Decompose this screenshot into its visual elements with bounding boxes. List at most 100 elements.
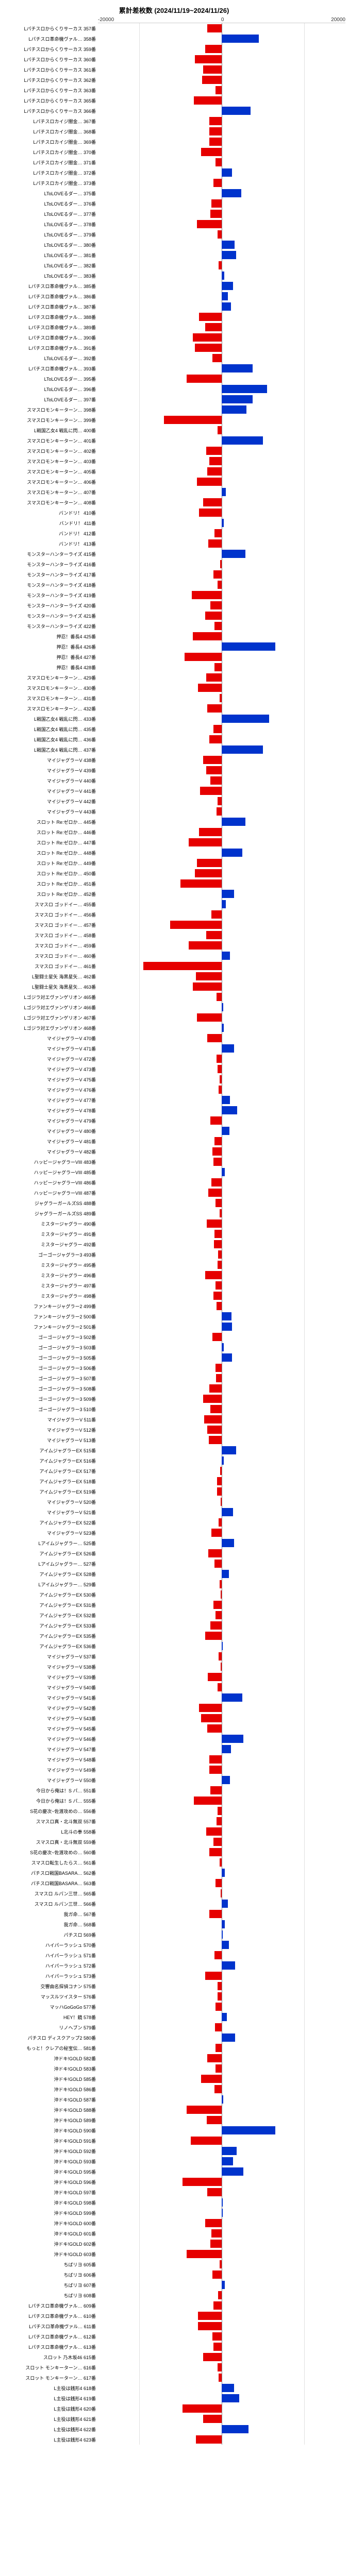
- row-label: マイジャグラーV 537番: [4, 1653, 98, 1660]
- chart-row: マイジャグラーV 542番: [98, 1703, 345, 1713]
- bar: [217, 807, 222, 816]
- bar: [222, 745, 263, 754]
- bar: [221, 1663, 222, 1671]
- chart-row: スマスロモンキーターン… 399番: [98, 415, 345, 425]
- chart-row: L戦国乙女4 戦乱に閃… 433番: [98, 714, 345, 724]
- row-label: マッスルツイスター 576番: [4, 1993, 98, 2000]
- bar: [210, 601, 222, 609]
- chart-row: マイジャグラーV 479番: [98, 1115, 345, 1126]
- row-label: マイジャグラーV 538番: [4, 1664, 98, 1670]
- bar: [222, 2394, 239, 2402]
- row-label: S花の慶次~佐渡攻めの… 560番: [4, 1849, 98, 1856]
- bar: [222, 1930, 223, 1939]
- chart-row: スマスロ転生したらス… 561番: [98, 1857, 345, 1868]
- chart-row: パチスロ 569番: [98, 1929, 345, 1940]
- bar: [222, 550, 245, 558]
- bar: [222, 364, 253, 372]
- chart-row: スマスロ真・北斗無双 559番: [98, 1837, 345, 1847]
- bar: [222, 272, 224, 280]
- chart-row: マッハGoGoGo 577番: [98, 2002, 345, 2012]
- chart-row: スマスロモンキーターン… 432番: [98, 703, 345, 714]
- xtick-label: 0: [221, 17, 224, 23]
- row-label: L主役は銭形4 623番: [4, 2436, 98, 2443]
- chart-row: マイジャグラーV 441番: [98, 786, 345, 796]
- bar: [216, 1374, 222, 1382]
- chart-row: Lゴジラ対エヴァンゲリオン 465番: [98, 992, 345, 1002]
- chart-row: マイジャグラーV 538番: [98, 1662, 345, 1672]
- row-label: スマスロモンキーターン… 429番: [4, 674, 98, 681]
- row-label: 沖ドキ!GOLD 603番: [4, 2251, 98, 2258]
- bar: [194, 96, 222, 105]
- row-label: マイジャグラーV 543番: [4, 1715, 98, 1722]
- row-label: 沖ドキ!GOLD 600番: [4, 2220, 98, 2227]
- bar: [210, 2240, 222, 2248]
- chart-row: 我ガ命… 567番: [98, 1909, 345, 1919]
- chart-row: マイジャグラーV 523番: [98, 1528, 345, 1538]
- row-label: ちばリヨ 606番: [4, 2272, 98, 2278]
- chart-row: L戦国乙女4 戦乱に閃… 435番: [98, 724, 345, 734]
- row-label: マイジャグラーV 550番: [4, 1777, 98, 1784]
- xtick-label: -20000: [98, 17, 114, 23]
- bar: [222, 1539, 234, 1547]
- chart-row: ゴーゴージャグラー3 507番: [98, 1373, 345, 1383]
- row-label: マイジャグラーV 481番: [4, 1138, 98, 1145]
- chart-row: Lパチスロからくりサーカス 360番: [98, 54, 345, 64]
- chart-row: Lパチスロカイジ闇金… 372番: [98, 167, 345, 178]
- chart-row: Lパチスロカイジ闇金… 369番: [98, 137, 345, 147]
- chart-row: Lパチスロ革命機ヴァル… 358番: [98, 33, 345, 44]
- bar: [216, 1879, 222, 1887]
- chart-row: スマスロモンキーターン… 407番: [98, 487, 345, 497]
- row-label: L主役は銭形4 620番: [4, 2405, 98, 2412]
- bar: [199, 313, 222, 321]
- chart-row: モンスターハンターライズ 416番: [98, 559, 345, 569]
- chart-row: マイジャグラーV 540番: [98, 1682, 345, 1692]
- bar: [203, 1395, 222, 1403]
- chart-row: マイジャグラーV 539番: [98, 1672, 345, 1682]
- chart-row: アイムジャグラーEX 528番: [98, 1569, 345, 1579]
- row-label: マイジャグラーV 438番: [4, 757, 98, 764]
- row-label: 押忍！番長4 425番: [4, 633, 98, 640]
- bar: [218, 1807, 222, 1815]
- bar: [204, 1415, 222, 1423]
- row-label: LToLOVEるダー… 378番: [4, 221, 98, 228]
- bar: [222, 385, 267, 393]
- row-label: スロット Re:ゼロか… 449番: [4, 860, 98, 867]
- bar: [198, 2312, 222, 2320]
- bar: [195, 55, 222, 63]
- bar: [219, 1652, 222, 1660]
- bar: [189, 941, 222, 950]
- bar: [220, 2260, 222, 2268]
- row-label: マイジャグラーV 472番: [4, 1056, 98, 1062]
- bar: [222, 1745, 231, 1753]
- bar: [222, 302, 231, 311]
- chart-row: 沖ドキ!GOLD 582番: [98, 2053, 345, 2063]
- row-label: スマスロ転生したらス… 561番: [4, 1859, 98, 1866]
- bar: [214, 1230, 222, 1238]
- row-label: スロット モンキーターン… 616番: [4, 2364, 98, 2371]
- chart-row: モンスターハンターライズ 421番: [98, 611, 345, 621]
- chart-row: 今日から俺は！S パ… 555番: [98, 1795, 345, 1806]
- row-label: スマスロモンキーターン… 406番: [4, 479, 98, 485]
- row-label: マイジャグラーV 480番: [4, 1128, 98, 1134]
- chart-row: LToLOVEるダー… 376番: [98, 198, 345, 209]
- bar: [214, 1137, 222, 1145]
- row-label: 沖ドキ!GOLD 598番: [4, 2199, 98, 2206]
- chart-row: Lパチスロカイジ闇金… 371番: [98, 157, 345, 167]
- bar: [217, 1477, 222, 1485]
- row-label: L聖闘士星矢 海黒星矢… 463番: [4, 984, 98, 990]
- chart-row: Lパチスロからくりサーカス 357番: [98, 23, 345, 33]
- row-label: ちばリヨ 605番: [4, 2261, 98, 2268]
- row-label: Lパチスロ革命機ヴァル… 613番: [4, 2344, 98, 2350]
- row-label: マイジャグラーV 549番: [4, 1767, 98, 1773]
- bar: [222, 2013, 227, 2021]
- bar: [216, 2003, 222, 2011]
- chart-row: ハッピージャグラーVIII 486番: [98, 1177, 345, 1188]
- bar: [222, 818, 245, 826]
- row-label: モンスターハンターライズ 420番: [4, 602, 98, 609]
- row-label: 沖ドキ!GOLD 596番: [4, 2179, 98, 2185]
- bar: [214, 622, 222, 630]
- bar: [195, 869, 222, 877]
- bar: [143, 962, 222, 970]
- bar: [216, 1364, 222, 1372]
- bar: [207, 2054, 222, 2062]
